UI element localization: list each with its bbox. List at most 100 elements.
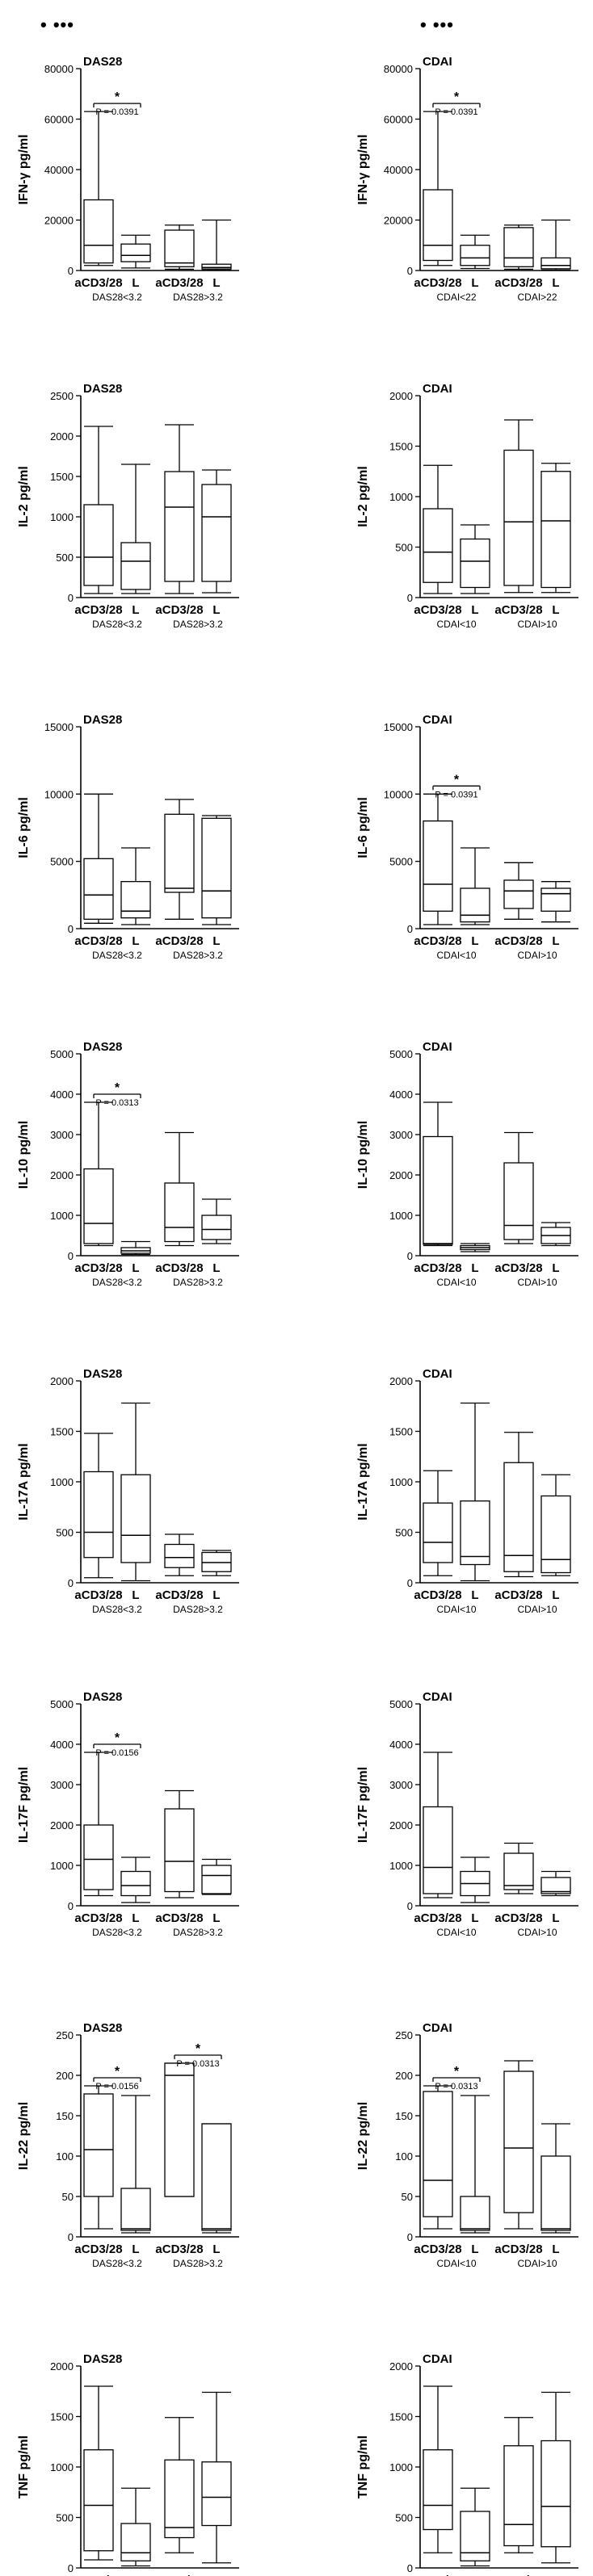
x-category-label: L — [132, 276, 139, 290]
y-tick-label: 1000 — [50, 2461, 74, 2473]
y-tick-label: 4000 — [389, 1089, 413, 1101]
x-category-label: L — [212, 276, 220, 290]
x-category-label: L — [132, 603, 139, 617]
iqr-box — [540, 2440, 571, 2548]
iqr-box — [503, 227, 534, 267]
iqr-box — [460, 887, 490, 923]
x-category-label: aCD3/28 — [414, 276, 461, 290]
y-tick-label: 500 — [56, 1527, 74, 1539]
y-tick-label: 200 — [56, 2070, 74, 2082]
y-tick-label: 60000 — [384, 114, 413, 126]
x-category-label: aCD3/28 — [74, 2242, 122, 2256]
y-axis-label: TNF pg/ml — [17, 2435, 31, 2498]
x-category-label: L — [212, 934, 220, 948]
significance-star: * — [454, 773, 460, 787]
panel-title: DAS28 — [83, 2352, 122, 2366]
y-tick-label: 60000 — [44, 114, 74, 126]
y-tick-label: 1000 — [50, 511, 74, 523]
significance-star: * — [115, 2065, 120, 2079]
y-tick-label: 0 — [407, 265, 413, 277]
iqr-box — [460, 2196, 490, 2231]
y-tick-label: 1000 — [50, 1476, 74, 1488]
x-category-label: L — [471, 1261, 478, 1275]
iqr-box — [503, 1852, 534, 1890]
iqr-box — [423, 189, 453, 262]
x-category-label: L — [212, 603, 220, 617]
y-tick-label: 40000 — [44, 164, 74, 176]
iqr-box — [83, 1471, 114, 1559]
y-tick-label: 2000 — [389, 390, 413, 402]
p-value-label: P = 0.0391 — [95, 107, 138, 117]
y-tick-label: 20000 — [384, 215, 413, 227]
y-tick-label: 2000 — [389, 2360, 413, 2373]
x-category-label: aCD3/28 — [414, 2242, 461, 2256]
group-label: CDAI>10 — [517, 1277, 557, 1288]
significance-star: * — [115, 1731, 120, 1745]
x-category-label: L — [552, 2242, 559, 2256]
y-tick-label: 10000 — [384, 788, 413, 800]
panel-title: DAS28 — [83, 1367, 122, 1381]
x-category-label: aCD3/28 — [494, 276, 542, 290]
iqr-box — [83, 1168, 114, 1244]
y-tick-label: 1500 — [50, 471, 74, 483]
iqr-box — [164, 1543, 195, 1568]
y-tick-label: 250 — [56, 2029, 74, 2041]
iqr-box — [540, 471, 571, 589]
y-tick-label: 2000 — [50, 430, 74, 443]
significance-star: * — [196, 2042, 201, 2056]
iqr-box — [164, 1808, 195, 1893]
y-tick-label: 50 — [402, 2191, 413, 2203]
y-tick-label: 1000 — [389, 2461, 413, 2473]
panel-title: CDAI — [423, 382, 452, 396]
y-tick-label: 0 — [68, 1250, 74, 1262]
x-category-label: aCD3/28 — [74, 2574, 122, 2576]
y-tick-label: 150 — [56, 2110, 74, 2122]
y-tick-label: 150 — [395, 2110, 413, 2122]
y-axis-label: IFN-γ pg/ml — [356, 134, 370, 204]
y-tick-label: 0 — [407, 592, 413, 604]
y-tick-label: 100 — [56, 2150, 74, 2163]
group-label: CDAI>10 — [517, 2258, 557, 2269]
group-label: CDAI<22 — [436, 292, 476, 303]
x-category-label: aCD3/28 — [155, 603, 203, 617]
iqr-box — [540, 1495, 571, 1574]
x-category-label: L — [471, 276, 478, 290]
x-category-label: aCD3/28 — [155, 934, 203, 948]
panel-marker-right: • ••• — [420, 15, 454, 35]
group-label: DAS28>3.2 — [173, 1277, 223, 1288]
significance-star: * — [454, 90, 460, 104]
x-category-label: aCD3/28 — [155, 276, 203, 290]
y-tick-label: 4000 — [50, 1089, 74, 1101]
x-category-label: L — [552, 1261, 559, 1275]
group-label: CDAI<10 — [436, 1604, 476, 1615]
iqr-box — [201, 1865, 232, 1894]
iqr-box — [83, 2093, 114, 2197]
iqr-box — [503, 449, 534, 586]
iqr-box — [120, 542, 151, 590]
y-tick-label: 2000 — [50, 2360, 74, 2373]
group-label: CDAI<10 — [436, 1277, 476, 1288]
iqr-box — [540, 1877, 571, 1894]
y-axis-label: IL-17A pg/ml — [17, 1443, 31, 1520]
x-category-label: aCD3/28 — [74, 603, 122, 617]
y-tick-label: 3000 — [50, 1779, 74, 1791]
group-label: CDAI>22 — [517, 292, 557, 303]
y-tick-label: 500 — [395, 1527, 413, 1539]
iqr-box — [460, 1500, 490, 1566]
x-category-label: aCD3/28 — [74, 934, 122, 948]
y-tick-label: 2000 — [389, 1375, 413, 1387]
x-category-label: L — [212, 2574, 220, 2576]
iqr-box — [423, 1135, 453, 1245]
group-label: CDAI>10 — [517, 950, 557, 961]
x-category-label: aCD3/28 — [494, 603, 542, 617]
y-axis-label: TNF pg/ml — [356, 2435, 370, 2498]
y-axis-label: IL-22 pg/ml — [17, 2102, 31, 2170]
x-category-label: L — [132, 1261, 139, 1275]
panel-title: DAS28 — [83, 1690, 122, 1704]
group-label: CDAI>10 — [517, 619, 557, 630]
panel-title: CDAI — [423, 55, 452, 69]
y-tick-label: 3000 — [389, 1129, 413, 1141]
panel-title: DAS28 — [83, 713, 122, 727]
y-tick-label: 5000 — [50, 1698, 74, 1710]
iqr-box — [503, 2070, 534, 2213]
